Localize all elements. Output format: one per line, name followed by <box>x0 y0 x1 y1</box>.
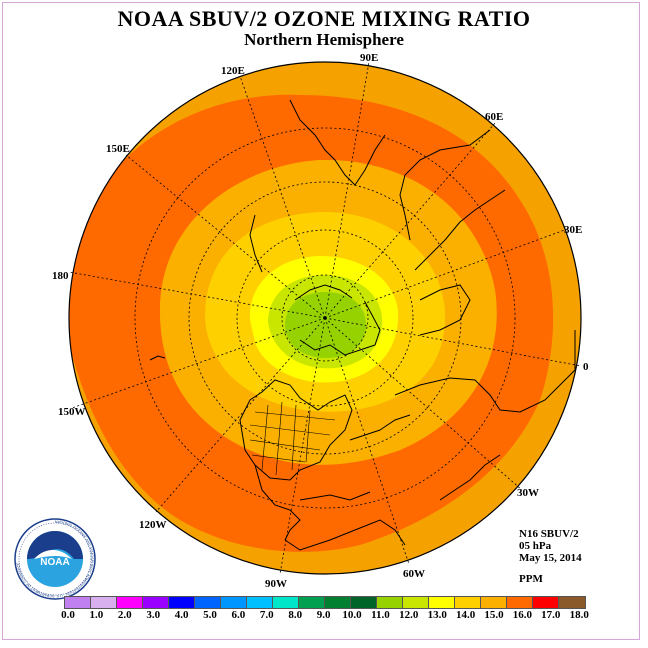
ozone-field <box>69 62 581 574</box>
colorbar-tick-label: 14.0 <box>455 609 476 621</box>
colorbar-swatch <box>169 597 195 608</box>
date-label: May 15, 2014 <box>519 552 582 564</box>
colorbar-swatch <box>299 597 325 608</box>
page-subtitle: Northern Hemisphere <box>244 30 404 49</box>
colorbar-swatch <box>533 597 559 608</box>
colorbar-swatch <box>559 597 585 608</box>
lon-label-150w: 150W <box>58 406 86 418</box>
lon-label-60e: 60E <box>485 111 503 123</box>
colorbar-tick-label: 5.0 <box>203 609 217 621</box>
admin-boundaries <box>249 401 336 476</box>
units-label: PPM <box>519 573 543 585</box>
colorbar-swatch <box>117 597 143 608</box>
coastlines <box>149 99 576 551</box>
colorbar-tick-label: 7.0 <box>259 609 274 621</box>
colorbar-tick-label: 10.0 <box>342 609 362 621</box>
lon-label-0: 0 <box>583 361 589 373</box>
colorbar-swatch <box>247 597 273 608</box>
colorbar-tick-label: 12.0 <box>399 609 419 621</box>
instrument-label: N16 SBUV/2 <box>519 528 579 540</box>
colorbar-tick-label: 3.0 <box>146 609 161 621</box>
colorbar-swatch <box>429 597 455 608</box>
colorbar-tick-label: 1.0 <box>89 609 104 621</box>
colorbar-swatch <box>507 597 533 608</box>
colorbar-tick-label: 0.0 <box>61 609 75 621</box>
colorbar-tick-label: 2.0 <box>117 609 132 621</box>
page-title: NOAA SBUV/2 OZONE MIXING RATIO <box>117 6 531 31</box>
colorbar-swatch <box>195 597 221 608</box>
colorbar-swatch <box>91 597 117 608</box>
colorbar-swatch <box>403 597 429 608</box>
colorbar-tick-label: 16.0 <box>512 609 533 621</box>
pressure-level: 05 hPa <box>519 540 552 552</box>
longitude-labels: 90E 60E 30E 0 30W 60W 90W 120W 150W 180 … <box>52 52 589 590</box>
colorbar-ticks: 0.0 1.0 2.0 3.0 4.0 5.0 6.0 7.0 8.0 9.0 10.0 11.0 12… <box>0 609 648 623</box>
lon-label-30w: 30W <box>517 487 539 499</box>
colorbar-swatch <box>325 597 351 608</box>
lon-label-120w: 120W <box>139 519 167 531</box>
logo-text: NOAA <box>40 557 69 568</box>
colorbar-tick-label: 18.0 <box>569 609 589 621</box>
colorbar-swatch <box>221 597 247 608</box>
lon-label-120e: 120E <box>221 65 245 77</box>
colorbar-tick-label: 4.0 <box>174 609 189 621</box>
colorbar-swatch <box>377 597 403 608</box>
colorbar-swatch <box>351 597 377 608</box>
lon-label-30e: 30E <box>564 224 582 236</box>
lon-label-180: 180 <box>52 270 69 282</box>
colorbar-tick-label: 17.0 <box>541 609 561 621</box>
colorbar-swatch <box>65 597 91 608</box>
colorbar-tick-label: 15.0 <box>484 609 504 621</box>
noaa-logo: NOAA NATIONAL OCEANIC AND ATMOSPHERIC AD… <box>14 518 96 600</box>
lon-label-60w: 60W <box>403 568 425 580</box>
lon-label-90w: 90W <box>265 578 287 590</box>
colorbar-swatch <box>143 597 169 608</box>
colorbar-swatch <box>455 597 481 608</box>
graticule <box>68 61 582 575</box>
image-frame <box>2 2 640 640</box>
colorbar <box>64 596 586 609</box>
colorbar-swatch <box>273 597 299 608</box>
colorbar-tick-label: 13.0 <box>427 609 447 621</box>
map-border <box>68 61 582 575</box>
colorbar-tick-label: 8.0 <box>288 609 303 621</box>
colorbar-tick-label: 11.0 <box>371 609 390 621</box>
colorbar-swatch <box>481 597 507 608</box>
colorbar-tick-label: 9.0 <box>316 609 331 621</box>
lon-label-150e: 150E <box>106 143 130 155</box>
colorbar-tick-label: 6.0 <box>231 609 246 621</box>
lon-label-90e: 90E <box>360 52 378 64</box>
